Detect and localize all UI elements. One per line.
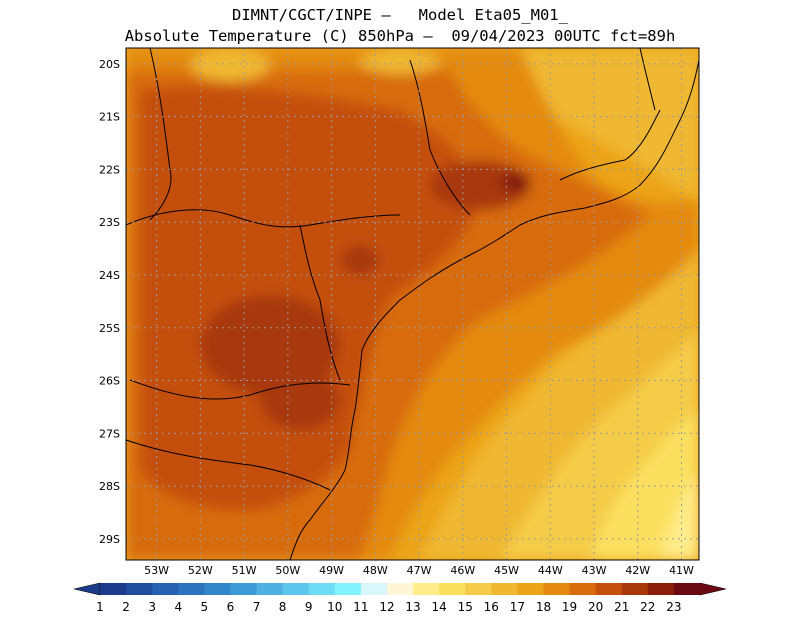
lon-label-42w: 42W	[625, 564, 650, 577]
colorbar-label-1: 1	[96, 600, 104, 614]
colorbar-label-6: 6	[227, 600, 235, 614]
colorbar-swatch	[465, 583, 492, 595]
colorbar-label-21: 21	[614, 600, 629, 614]
temperature-field	[126, 48, 699, 560]
colorbar-label-2: 2	[122, 600, 130, 614]
colorbar-label-16: 16	[484, 600, 499, 614]
state-border	[299, 224, 341, 381]
coastline-borders	[126, 48, 699, 560]
lat-label-24s: 24S	[99, 269, 120, 282]
colorbar-swatch	[491, 583, 518, 595]
colorbar-label-14: 14	[431, 600, 446, 614]
colorbar-swatch	[543, 583, 571, 595]
lat-label-21s: 21S	[99, 111, 120, 124]
colorbar-swatch	[517, 583, 544, 595]
colorbar-label-22: 22	[640, 600, 655, 614]
state-border	[129, 379, 351, 400]
colorbar-label-19: 19	[562, 600, 577, 614]
lon-label-52w: 52W	[188, 564, 213, 577]
colorbar-swatch	[360, 583, 388, 595]
map-title-line1: DIMNT/CGCT/INPE – Model Eta05_M01_	[232, 6, 568, 24]
colorbar-swatch	[256, 583, 284, 595]
coastline	[289, 59, 699, 560]
state-border	[126, 439, 331, 491]
colorbar-label-12: 12	[379, 600, 394, 614]
lat-label-29s: 29S	[99, 533, 120, 546]
lon-label-51w: 51W	[232, 564, 257, 577]
state-border	[409, 59, 471, 216]
colorbar-label-3: 3	[148, 600, 156, 614]
lon-label-53w: 53W	[144, 564, 169, 577]
lon-label-46w: 46W	[450, 564, 475, 577]
colorbar-swatch	[569, 583, 597, 595]
graticule	[126, 48, 699, 560]
colorbar-swatch	[308, 583, 336, 595]
colorbar-swatch	[126, 583, 153, 595]
lon-label-45w: 45W	[494, 564, 519, 577]
lat-label-26s: 26S	[99, 375, 120, 388]
colorbar-swatch	[282, 583, 310, 595]
colorbar-label-23: 23	[666, 600, 681, 614]
colorbar-label-7: 7	[253, 600, 261, 614]
state-border	[559, 109, 661, 181]
colorbar-swatch	[413, 583, 440, 595]
colorbar-label-9: 9	[305, 600, 313, 614]
state-border	[639, 48, 656, 111]
colorbar-label-5: 5	[201, 600, 209, 614]
colorbar-label-20: 20	[588, 600, 603, 614]
colorbar-swatch	[178, 583, 205, 595]
colorbar-swatch	[673, 583, 701, 595]
lat-label-25s: 25S	[99, 322, 120, 335]
colorbar-label-8: 8	[279, 600, 287, 614]
lon-label-43w: 43W	[582, 564, 607, 577]
colorbar-min-arrow	[73, 582, 101, 596]
lat-label-28s: 28S	[99, 480, 120, 493]
map-frame	[125, 47, 700, 561]
colorbar-swatch	[621, 583, 649, 595]
colorbar-label-15: 15	[458, 600, 473, 614]
colorbar-swatch	[386, 583, 414, 595]
colorbar-label-17: 17	[510, 600, 525, 614]
colorbar-swatch	[152, 583, 179, 595]
colorbar-swatch	[647, 583, 675, 595]
lon-label-41w: 41W	[669, 564, 694, 577]
lat-label-27s: 27S	[99, 427, 120, 440]
lon-label-50w: 50W	[275, 564, 300, 577]
colorbar-swatch	[230, 583, 258, 595]
colorbar-label-18: 18	[536, 600, 551, 614]
colorbar-swatch	[100, 583, 127, 595]
colorbar-swatch	[334, 583, 362, 595]
colorbar: 1 2 3 4 5 6 7 8 9 10 11 12 13 14 15 16 1…	[73, 582, 727, 614]
lat-label-22s: 22S	[99, 163, 120, 176]
state-border	[126, 209, 401, 228]
map-title-line2: Absolute Temperature (C) 850hPa – 09/04/…	[124, 27, 676, 45]
colorbar-label-10: 10	[327, 600, 342, 614]
longitude-axis: 53W 52W 51W 50W 49W 48W 47W 46W 45W 44W …	[144, 564, 694, 577]
colorbar-label-11: 11	[353, 600, 368, 614]
lon-label-44w: 44W	[538, 564, 563, 577]
lat-label-23s: 23S	[99, 216, 120, 229]
colorbar-label-4: 4	[174, 600, 182, 614]
lon-label-49w: 49W	[319, 564, 344, 577]
colorbar-max-arrow	[699, 582, 727, 596]
colorbar-swatch	[595, 583, 623, 595]
lon-label-47w: 47W	[407, 564, 432, 577]
lat-label-20s: 20S	[99, 58, 120, 71]
colorbar-swatch	[204, 583, 231, 595]
lon-label-48w: 48W	[363, 564, 388, 577]
colorbar-label-13: 13	[405, 600, 420, 614]
latitude-axis: 20S 21S 22S 23S 24S 25S 26S 27S 28S 29S	[99, 58, 120, 546]
colorbar-swatch	[439, 583, 466, 595]
